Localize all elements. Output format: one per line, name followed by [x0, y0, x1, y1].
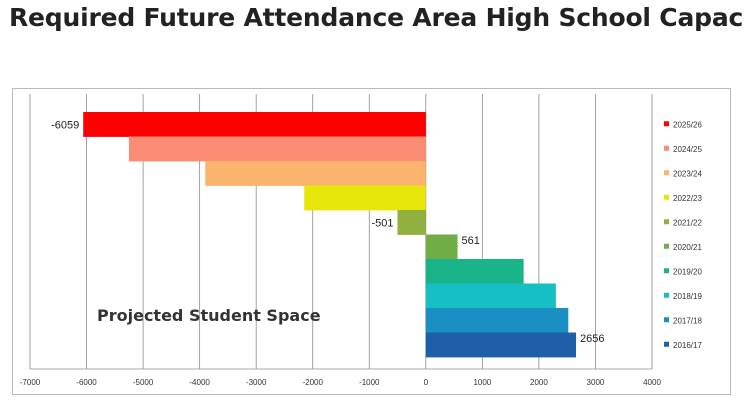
bar-2018-19	[425, 283, 556, 309]
bar-2022-23	[304, 185, 426, 211]
legend-swatch	[664, 341, 669, 347]
x-tick-label: -4000	[189, 378, 210, 387]
bar-2025-26	[83, 112, 426, 137]
bar-series	[83, 112, 577, 358]
x-tick-label: -5000	[133, 378, 154, 387]
chart-annotation: Projected Student Space	[97, 306, 321, 325]
legend-label: 2024/25	[673, 145, 702, 154]
legend-label: 2022/23	[673, 194, 702, 203]
x-tick-label: 1000	[473, 378, 491, 387]
bar-2017-18	[425, 308, 569, 333]
legend-swatch	[664, 292, 669, 298]
x-tick-label: 0	[424, 378, 429, 387]
bar-2020-21	[425, 234, 458, 260]
data-label: 561	[462, 235, 480, 247]
legend: 2025/26 2024/25 2023/24 2022/23 2021/22 2020/…	[664, 120, 702, 350]
bar-2016-17	[425, 332, 577, 358]
legend-swatch	[664, 121, 669, 127]
bar-2024-25	[128, 136, 426, 162]
x-tick-label: -6000	[76, 378, 97, 387]
legend-swatch	[664, 170, 669, 176]
legend-label: 2017/18	[673, 316, 702, 325]
x-axis: -7000 -6000 -5000 -4000 -3000 -2000 -1000 0 1000…	[20, 368, 661, 387]
x-tick-label: 2000	[530, 378, 548, 387]
x-tick-label: -3000	[246, 378, 267, 387]
legend-swatch	[664, 243, 669, 249]
legend-label: 2020/21	[673, 243, 702, 252]
x-tick-label: 4000	[643, 378, 661, 387]
bar-2023-24	[205, 161, 426, 186]
x-tick-label: -2000	[302, 378, 323, 387]
legend-label: 2018/19	[673, 292, 702, 301]
legend-label: 2021/22	[673, 218, 702, 227]
page-title: Required Future Attendance Area High Sch…	[9, 3, 744, 32]
data-label: -501	[371, 217, 393, 229]
bar-2021-22	[397, 210, 426, 235]
x-tick-label: -1000	[359, 378, 380, 387]
x-tick-label: 3000	[587, 378, 605, 387]
data-label: 2656	[580, 333, 604, 345]
legend-label: 2019/20	[673, 267, 702, 276]
data-label: -6059	[51, 119, 79, 131]
data-labels: -6059 -501 561 2656	[51, 119, 604, 345]
x-tick-label: -7000	[20, 378, 41, 387]
legend-swatch	[664, 317, 669, 323]
legend-label: 2025/26	[673, 120, 702, 129]
legend-label: 2023/24	[673, 169, 702, 178]
legend-swatch	[664, 219, 669, 225]
legend-swatch	[664, 194, 669, 200]
legend-swatch	[664, 145, 669, 151]
legend-label: 2016/17	[673, 341, 702, 350]
legend-swatch	[664, 268, 669, 274]
bar-2019-20	[425, 259, 524, 284]
